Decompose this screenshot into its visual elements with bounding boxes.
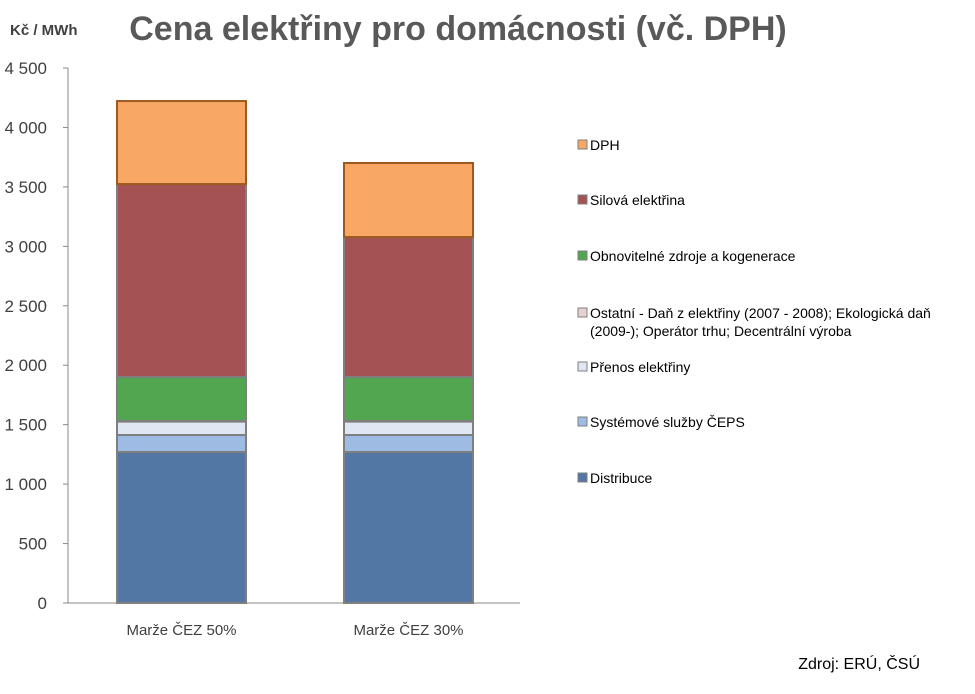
bar-segment bbox=[343, 420, 474, 437]
legend-label: Ostatní - Daň z elektřiny (2007 - 2008);… bbox=[590, 305, 931, 321]
x-tick-label: Marže ČEZ 30% bbox=[353, 622, 463, 639]
legend-label: Obnovitelné zdroje a kogenerace bbox=[590, 248, 796, 264]
bar-segment bbox=[116, 100, 247, 186]
y-tick-label: 3 500 bbox=[4, 178, 47, 197]
y-tick-label: 2 000 bbox=[4, 356, 47, 375]
y-tick-label: 4 000 bbox=[4, 118, 47, 137]
legend-label: Systémové služby ČEPS bbox=[590, 414, 745, 430]
y-tick-label: 1 000 bbox=[4, 475, 47, 494]
y-tick-label: 0 bbox=[38, 594, 47, 613]
bar-segment bbox=[116, 420, 247, 437]
legend-swatch bbox=[577, 250, 588, 261]
legend-swatch bbox=[577, 416, 588, 427]
y-axis-label: Kč / MWh bbox=[10, 22, 78, 39]
y-tick-label: 2 500 bbox=[4, 297, 47, 316]
legend-swatch bbox=[577, 194, 588, 205]
bar-segment bbox=[343, 451, 474, 604]
y-tick-label: 4 500 bbox=[4, 59, 47, 78]
bar-segment bbox=[116, 434, 247, 454]
legend-label: DPH bbox=[590, 137, 620, 153]
bar-segment bbox=[343, 161, 474, 239]
source-note: Zdroj: ERÚ, ČSÚ bbox=[798, 654, 920, 673]
legend-swatch bbox=[577, 472, 588, 483]
y-tick-label: 500 bbox=[19, 535, 47, 554]
legend-label: Distribuce bbox=[590, 470, 652, 486]
y-tick-label: 3 000 bbox=[4, 237, 47, 256]
bar-segment bbox=[116, 183, 247, 378]
bar-segment bbox=[116, 451, 247, 604]
legend-label: Silová elektřina bbox=[590, 192, 685, 208]
bar-segment bbox=[343, 434, 474, 454]
legend-label: Přenos elektřiny bbox=[590, 359, 690, 375]
bar-segment bbox=[116, 375, 247, 422]
bar-segment bbox=[343, 236, 474, 378]
x-tick-label: Marže ČEZ 50% bbox=[126, 622, 236, 639]
legend-label: (2009-); Operátor trhu; Decentrální výro… bbox=[590, 323, 852, 339]
legend-swatch bbox=[577, 307, 588, 318]
y-tick-label: 1 500 bbox=[4, 416, 47, 435]
legend-swatch bbox=[577, 139, 588, 150]
chart-title: Cena elektřiny pro domácnosti (vč. DPH) bbox=[129, 10, 787, 48]
legend-swatch bbox=[577, 361, 588, 372]
bar-segment bbox=[343, 375, 474, 422]
